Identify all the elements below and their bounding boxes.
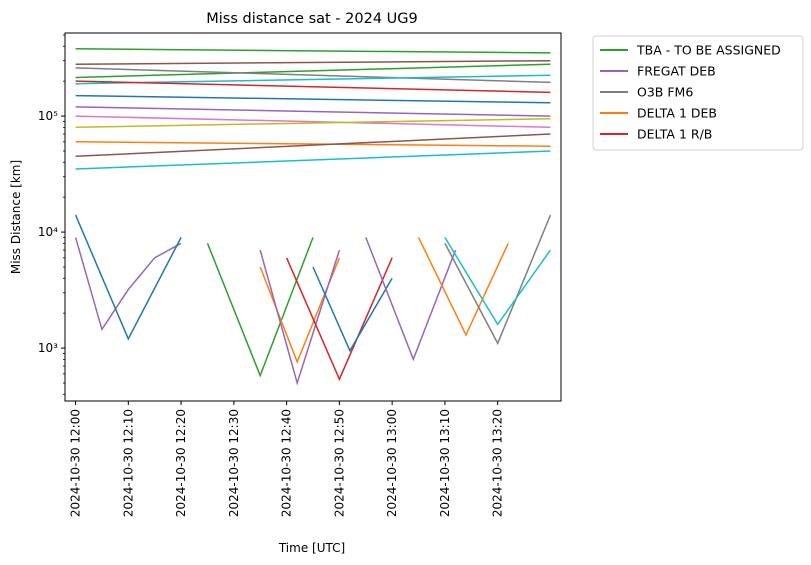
chart-title: Miss distance sat - 2024 UG9 bbox=[206, 11, 417, 27]
series-line-15 bbox=[208, 237, 314, 375]
series-line-6 bbox=[76, 96, 551, 103]
x-tick-label-3: 2024-10-30 12:30 bbox=[227, 409, 241, 517]
x-tick-label-0: 2024-10-30 12:00 bbox=[69, 409, 83, 517]
x-tick-label-7: 2024-10-30 13:10 bbox=[438, 409, 452, 517]
plot-area bbox=[65, 33, 561, 401]
series-line-7 bbox=[76, 107, 551, 116]
y-tick-label-0: 10³ bbox=[38, 341, 58, 355]
legend-label-1: FREGAT DEB bbox=[637, 64, 716, 79]
plot-frame bbox=[65, 33, 561, 401]
x-axis-label: Time [UTC] bbox=[278, 541, 345, 555]
y-tick-label-1: 10⁴ bbox=[38, 225, 58, 239]
x-tick-label-8: 2024-10-30 13:20 bbox=[491, 409, 505, 517]
series-line-5 bbox=[76, 81, 551, 92]
legend-label-4: DELTA 1 R/B bbox=[637, 127, 712, 142]
x-tick-label-5: 2024-10-30 12:50 bbox=[332, 409, 346, 517]
legend: TBA - TO BE ASSIGNED FREGAT DEB O3B FM6 DEL… bbox=[593, 36, 803, 150]
x-axis: 2024-10-30 12:00 2024-10-30 12:10 2024-10-… bbox=[69, 401, 505, 517]
y-axis-label: Miss Distance [km] bbox=[9, 160, 23, 274]
series-line-2 bbox=[76, 61, 551, 64]
series-line-23 bbox=[445, 237, 551, 324]
x-tick-label-6: 2024-10-30 13:00 bbox=[385, 409, 399, 517]
legend-label-0: TBA - TO BE ASSIGNED bbox=[636, 43, 781, 58]
y-tick-label-2: 10⁵ bbox=[38, 109, 58, 123]
series-line-0 bbox=[76, 49, 551, 53]
series-lines bbox=[76, 49, 551, 383]
y-axis: 10³ 10⁴ 10⁵ bbox=[38, 35, 65, 394]
legend-label-2: O3B FM6 bbox=[637, 85, 693, 100]
series-line-19 bbox=[313, 267, 392, 351]
chart: Miss distance sat - 2024 UG9 2024-10-30 … bbox=[0, 0, 811, 565]
series-line-20 bbox=[366, 237, 456, 359]
x-tick-label-2: 2024-10-30 12:20 bbox=[174, 409, 188, 517]
series-line-18 bbox=[287, 258, 393, 379]
legend-label-3: DELTA 1 DEB bbox=[637, 106, 717, 121]
x-tick-label-4: 2024-10-30 12:40 bbox=[280, 409, 294, 517]
series-line-14 bbox=[76, 215, 182, 339]
x-tick-label-1: 2024-10-30 12:10 bbox=[121, 409, 135, 517]
